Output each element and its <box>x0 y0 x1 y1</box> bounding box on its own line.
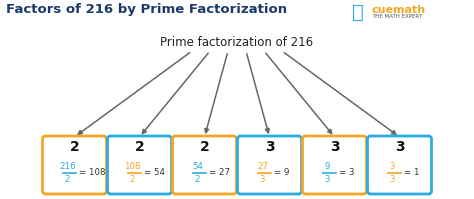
Text: 2: 2 <box>195 175 200 184</box>
Text: 2: 2 <box>70 140 79 154</box>
Text: = 54: = 54 <box>145 168 165 177</box>
Text: 54: 54 <box>192 162 203 171</box>
Text: 27: 27 <box>257 162 268 171</box>
Text: THE MATH EXPERT: THE MATH EXPERT <box>372 14 422 19</box>
Text: 2: 2 <box>135 140 145 154</box>
Text: = 1: = 1 <box>404 168 420 177</box>
Text: 3: 3 <box>260 175 265 184</box>
Text: 3: 3 <box>390 162 395 171</box>
Text: 9: 9 <box>325 162 330 171</box>
Text: 216: 216 <box>59 162 76 171</box>
Text: cuemath: cuemath <box>372 5 426 15</box>
Text: 3: 3 <box>330 140 339 154</box>
Text: 🚀: 🚀 <box>352 3 364 22</box>
Text: = 27: = 27 <box>210 168 230 177</box>
Text: = 3: = 3 <box>339 168 355 177</box>
Text: 108: 108 <box>124 162 141 171</box>
Text: 3: 3 <box>325 175 330 184</box>
Text: 2: 2 <box>65 175 70 184</box>
FancyBboxPatch shape <box>43 136 107 194</box>
Text: 3: 3 <box>395 140 404 154</box>
Text: Factors of 216 by Prime Factorization: Factors of 216 by Prime Factorization <box>6 3 287 16</box>
FancyBboxPatch shape <box>237 136 301 194</box>
FancyBboxPatch shape <box>302 136 366 194</box>
Text: 2: 2 <box>130 175 135 184</box>
FancyBboxPatch shape <box>108 136 172 194</box>
Text: 3: 3 <box>264 140 274 154</box>
Text: = 9: = 9 <box>274 168 290 177</box>
FancyBboxPatch shape <box>367 136 431 194</box>
Text: = 108: = 108 <box>80 168 106 177</box>
Text: 3: 3 <box>390 175 395 184</box>
FancyBboxPatch shape <box>173 136 237 194</box>
Text: Prime factorization of 216: Prime factorization of 216 <box>160 36 314 49</box>
Text: 2: 2 <box>200 140 210 154</box>
